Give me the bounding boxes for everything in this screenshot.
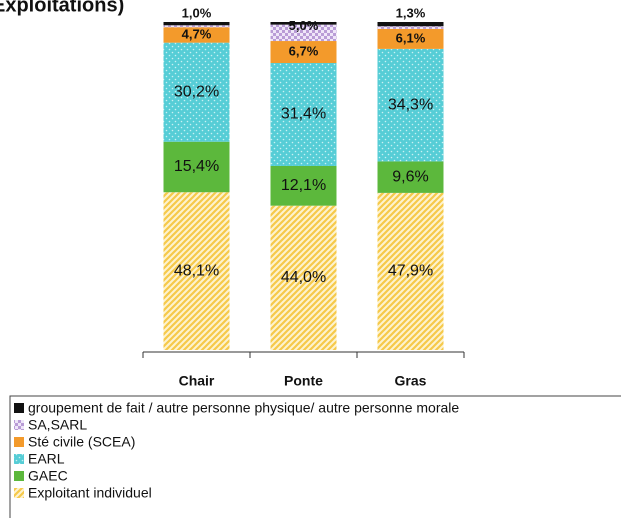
x-tick-label: Ponte: [284, 373, 323, 389]
data-label: 6,7%: [289, 43, 319, 58]
bar-segment: [163, 27, 230, 43]
data-label: 12,1%: [281, 177, 326, 194]
x-tick-label: Gras: [395, 373, 427, 389]
bar-segment: [377, 22, 444, 27]
legend-swatch: [14, 403, 24, 413]
bar-segment: [163, 42, 230, 142]
bar-segment: [377, 192, 444, 350]
bar-segment: [270, 22, 337, 25]
bar-segment: [163, 141, 230, 193]
legend-box: [9, 395, 621, 518]
legend-label: Exploitant individuel: [28, 485, 152, 501]
chart-title: Exploitations): [0, 0, 124, 16]
data-label: 31,4%: [281, 106, 326, 123]
legend-swatch: [14, 420, 24, 430]
bar-segment: [163, 25, 230, 28]
data-label: 34,3%: [388, 96, 433, 113]
bar-segment: [270, 205, 337, 350]
legend-label: EARL: [28, 451, 65, 467]
data-label: 1,0%: [182, 5, 212, 20]
legend-swatch: [14, 488, 24, 498]
data-label: 6,1%: [396, 30, 426, 45]
bar-segment: [270, 41, 337, 63]
bar-segment: [270, 165, 337, 206]
legend-label: GAEC: [28, 468, 68, 484]
bar-segment: [377, 161, 444, 193]
bar-segment: [163, 22, 230, 26]
data-label: 47,9%: [388, 263, 433, 280]
data-label: 9,6%: [392, 168, 428, 185]
data-label: 1,3%: [396, 5, 426, 20]
bar-segment: [377, 28, 444, 49]
legend-swatch: [14, 437, 24, 447]
bar-segment: [163, 192, 230, 350]
legend-swatch: [14, 454, 24, 464]
legend-label: Sté civile (SCEA): [28, 434, 135, 450]
data-label: 30,2%: [174, 83, 219, 100]
data-label: 5,0%: [289, 18, 319, 33]
data-label: 4,7%: [182, 26, 212, 41]
x-tick-label: Chair: [179, 373, 215, 389]
legend-label: SA,SARL: [28, 417, 87, 433]
bar-segment: [270, 24, 337, 42]
bar-segment: [377, 48, 444, 162]
bar-segment: [377, 26, 444, 29]
legend-swatch: [14, 471, 24, 481]
data-label: 44,0%: [281, 269, 326, 286]
bar-segment: [270, 63, 337, 166]
data-label: 15,4%: [174, 158, 219, 175]
data-label: 48,1%: [174, 262, 219, 279]
legend-label: groupement de fait / autre personne phys…: [28, 400, 459, 416]
